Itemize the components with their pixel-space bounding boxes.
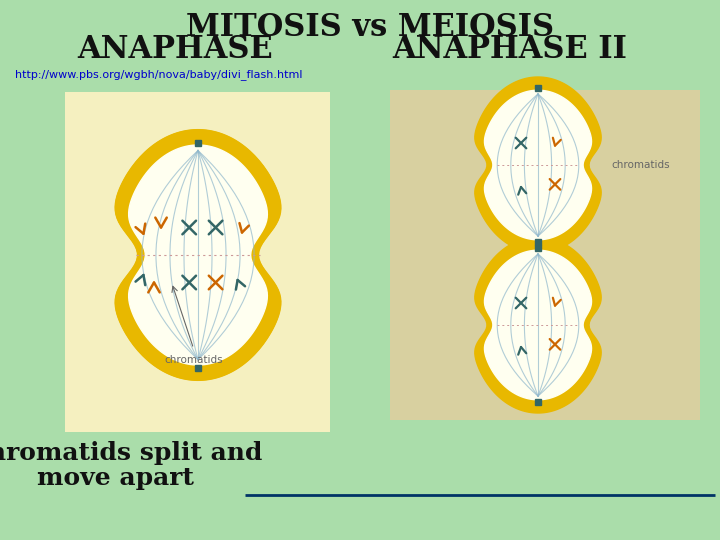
- Polygon shape: [475, 77, 601, 253]
- Polygon shape: [485, 90, 592, 240]
- Text: http://www.pbs.org/wgbh/nova/baby/divi_flash.html: http://www.pbs.org/wgbh/nova/baby/divi_f…: [15, 70, 302, 80]
- Polygon shape: [129, 145, 267, 365]
- Text: MITOSIS vs MEIOSIS: MITOSIS vs MEIOSIS: [186, 12, 554, 44]
- Polygon shape: [115, 130, 281, 380]
- Text: Chromatids split and: Chromatids split and: [0, 441, 262, 465]
- Polygon shape: [475, 237, 601, 413]
- Polygon shape: [485, 250, 592, 400]
- Text: ANAPHASE: ANAPHASE: [77, 35, 273, 65]
- Text: chromatids: chromatids: [611, 160, 670, 170]
- FancyBboxPatch shape: [390, 90, 700, 420]
- Text: chromatids: chromatids: [164, 355, 223, 365]
- Text: move apart: move apart: [37, 466, 194, 490]
- FancyBboxPatch shape: [65, 92, 330, 432]
- Text: ANAPHASE II: ANAPHASE II: [392, 35, 627, 65]
